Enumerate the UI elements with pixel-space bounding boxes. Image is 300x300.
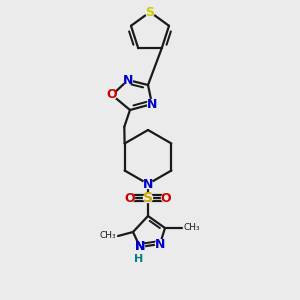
Text: N: N [123, 74, 133, 86]
Text: H: H [134, 254, 144, 264]
Circle shape [136, 242, 145, 251]
Circle shape [148, 100, 157, 109]
Text: O: O [107, 88, 117, 101]
Text: N: N [135, 241, 145, 254]
Circle shape [143, 179, 152, 188]
Text: CH₃: CH₃ [184, 224, 201, 232]
Text: CH₃: CH₃ [99, 232, 116, 241]
Text: N: N [147, 98, 157, 110]
Text: O: O [125, 191, 135, 205]
Text: S: S [143, 191, 153, 205]
Text: S: S [146, 5, 154, 19]
Circle shape [161, 194, 170, 202]
Circle shape [125, 194, 134, 202]
Circle shape [143, 194, 152, 202]
Text: N: N [135, 241, 145, 254]
Circle shape [107, 91, 116, 100]
Text: N: N [155, 238, 165, 250]
Circle shape [136, 242, 145, 251]
Text: O: O [161, 191, 171, 205]
Text: N: N [143, 178, 153, 190]
Circle shape [124, 76, 133, 85]
Circle shape [155, 239, 164, 248]
Circle shape [146, 8, 154, 16]
